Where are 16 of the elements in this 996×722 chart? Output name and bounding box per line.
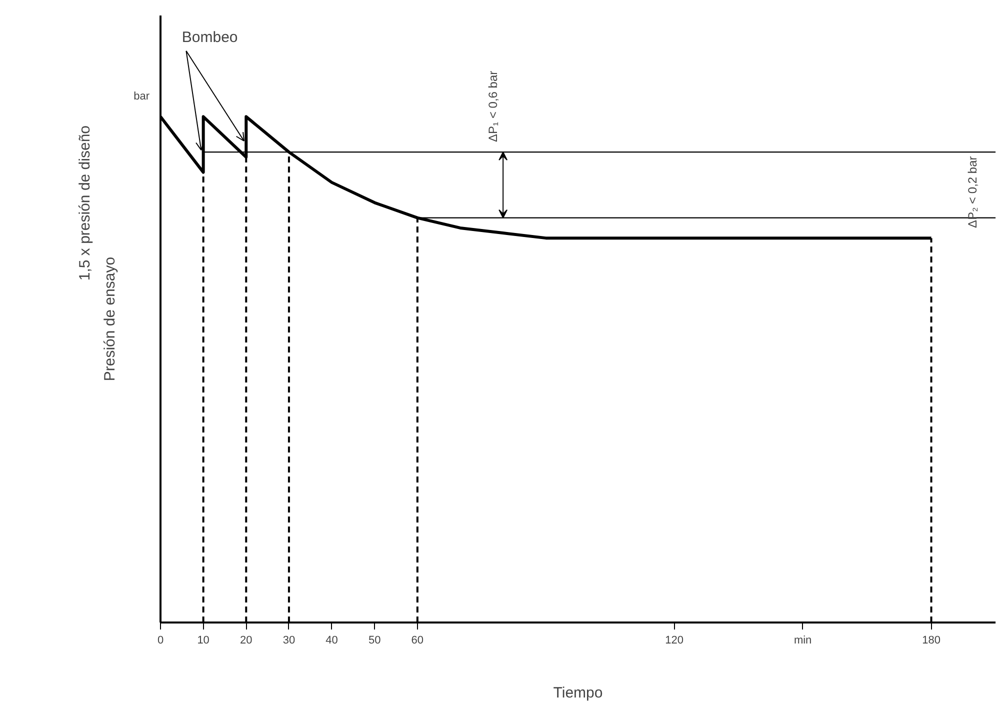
- x-tick-label: min: [794, 634, 812, 646]
- x-tick-label: 180: [922, 634, 940, 646]
- x-tick-label: 50: [368, 634, 381, 646]
- x-tick-label: 20: [240, 634, 252, 646]
- annotation: ΔP₁ < 0,6 bar: [486, 70, 500, 142]
- x-tick-label: 40: [326, 634, 338, 646]
- x-tick-label: 60: [411, 634, 424, 646]
- text: 1,5 x presión de diseño: [76, 125, 94, 281]
- text: bar: [134, 90, 150, 102]
- x-tick-label: 0: [157, 634, 164, 646]
- y-axis-title: Presión de ensayo: [102, 256, 119, 382]
- text: Bombeo: [182, 28, 238, 46]
- x-tick-label: 10: [197, 634, 210, 646]
- x-tick-label: 30: [282, 634, 296, 646]
- x-tick-label: 120: [665, 634, 684, 646]
- x-axis-title: Tiempo: [553, 684, 603, 702]
